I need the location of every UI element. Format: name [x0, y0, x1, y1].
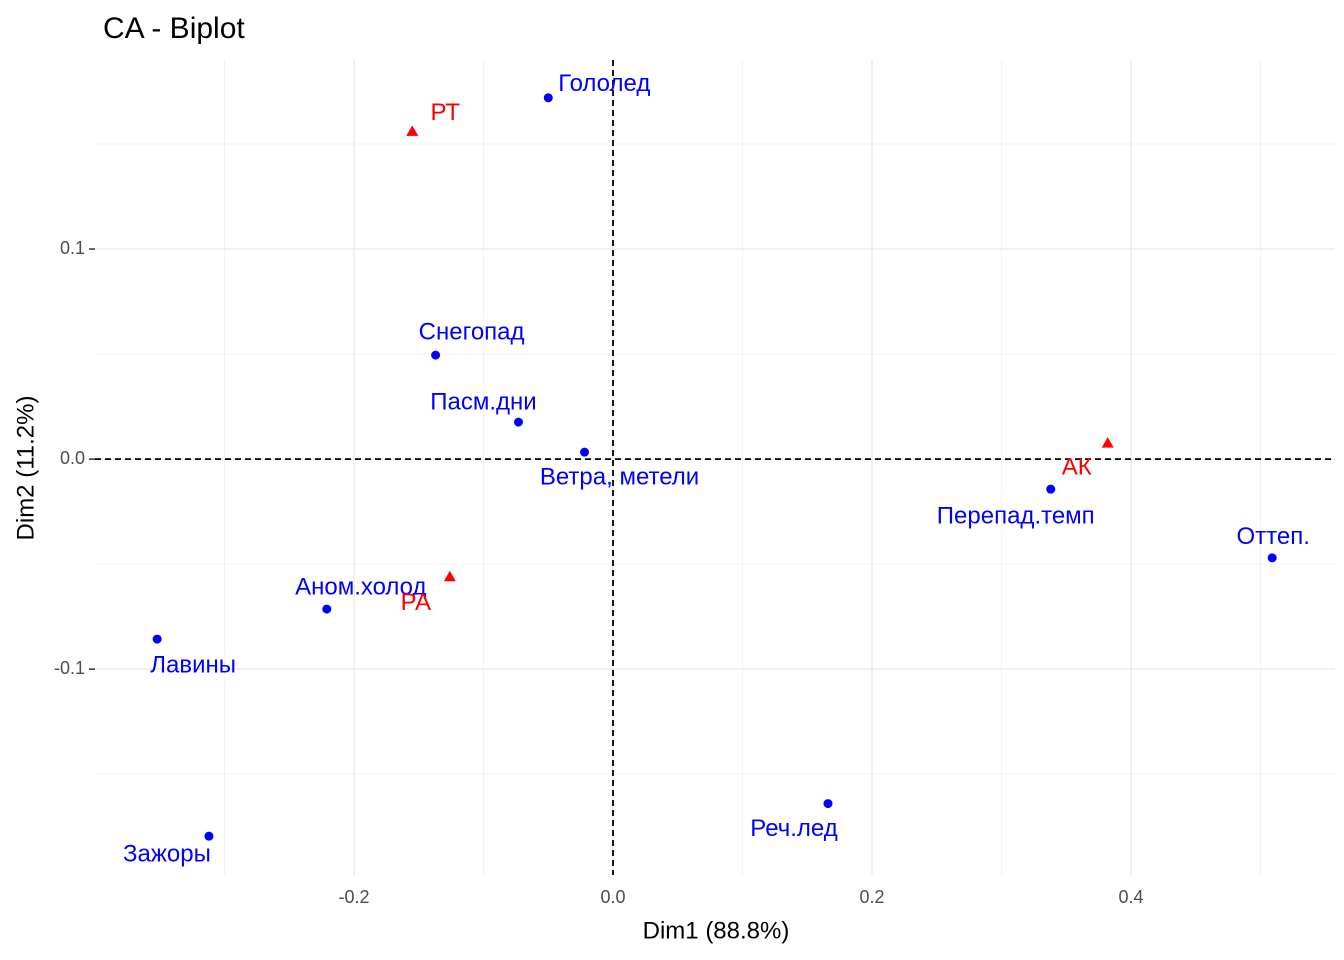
point-label: РТ [430, 99, 460, 126]
point [406, 125, 419, 136]
point-label: Оттеп. [1236, 523, 1309, 550]
point-label: РА [401, 589, 431, 616]
y-tick-label: 0.0 [60, 448, 85, 468]
point-label: Реч.лед [750, 815, 838, 842]
x-tick-label: 0.4 [1119, 887, 1144, 907]
point-label: Снегопад [419, 318, 525, 345]
y-axis-title: Dim2 (11.2%) [12, 396, 39, 541]
point [431, 350, 441, 360]
point [152, 634, 162, 644]
point [513, 417, 523, 427]
point [443, 570, 456, 582]
chart-title: CA - Biplot [103, 12, 245, 45]
point-label: Лавины [150, 651, 236, 678]
point [543, 93, 553, 103]
point [204, 831, 214, 841]
point [1267, 553, 1277, 563]
point-label: Перепад.темп [937, 502, 1095, 529]
point [1046, 484, 1056, 494]
point [1101, 437, 1114, 448]
point [823, 799, 833, 809]
x-axis-title: Dim1 (88.8%) [643, 917, 790, 944]
point-label: АК [1062, 453, 1092, 480]
point-label: Аном.холод [295, 573, 426, 600]
y-tick-label: 0.1 [60, 238, 85, 258]
point-label: Гололед [558, 70, 650, 97]
x-tick-label: 0.2 [860, 887, 885, 907]
point-label: Пасм.дни [430, 388, 536, 415]
y-tick-label: -0.1 [54, 658, 85, 678]
point-label: Ветра, метели [540, 464, 699, 491]
x-tick-label: -0.2 [338, 887, 369, 907]
point [322, 604, 332, 614]
point [580, 447, 590, 457]
x-tick-label: 0.0 [601, 887, 626, 907]
point-label: Зажоры [123, 840, 211, 867]
